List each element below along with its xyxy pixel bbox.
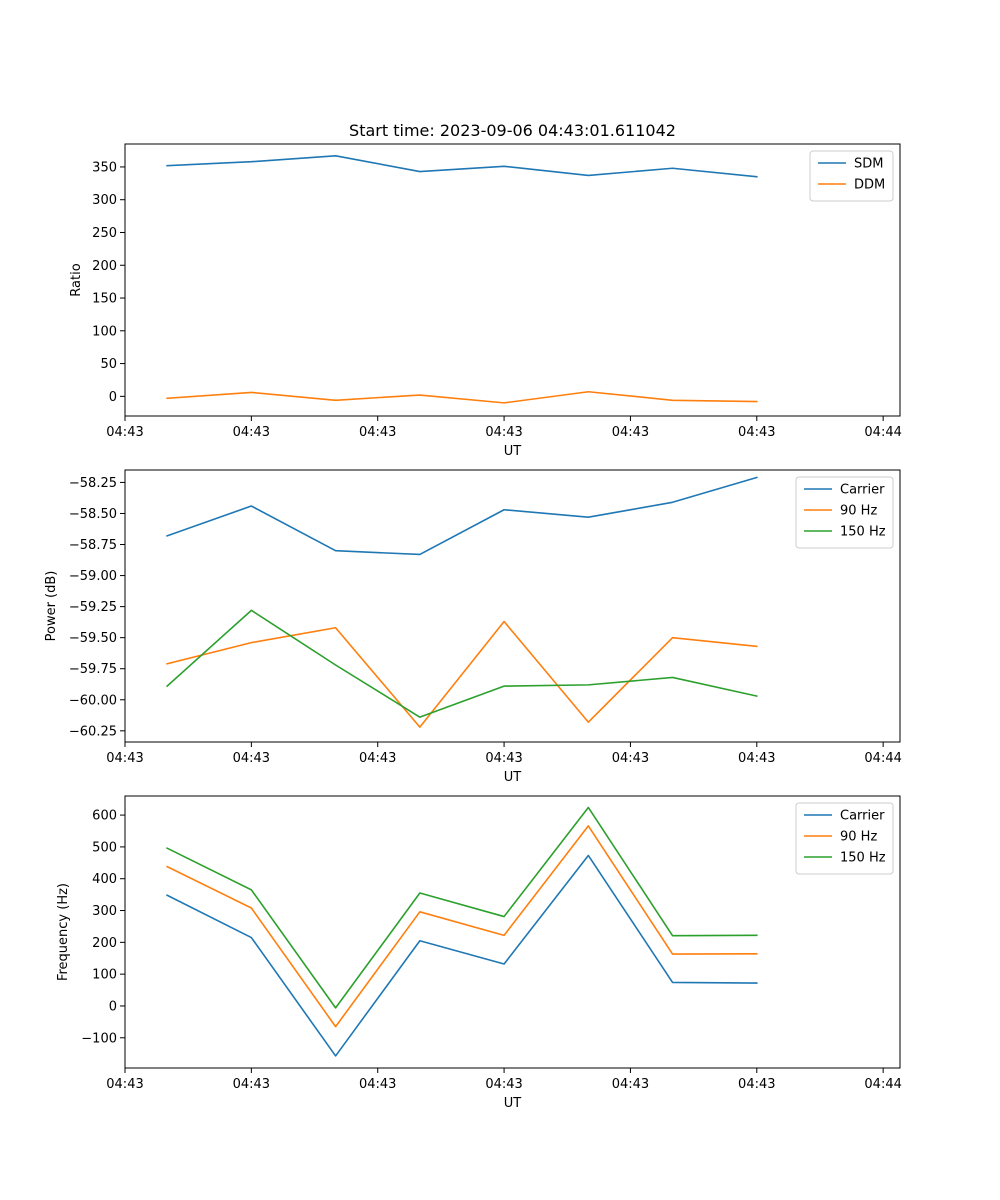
y-tick-label: −100 bbox=[81, 1031, 117, 1046]
series-line-150-hz bbox=[166, 806, 758, 1009]
x-tick-label: 04:43 bbox=[359, 425, 396, 440]
legend-label: 90 Hz bbox=[840, 504, 877, 519]
chart-panel-1: 04:43 04:43 04:43 04:43 04:43 04:43 04:44 0 50 10… bbox=[69, 121, 902, 459]
y-tick-label: 300 bbox=[92, 193, 117, 208]
series-line-90-hz bbox=[166, 620, 758, 728]
x-tick-label: 04:44 bbox=[864, 1077, 901, 1092]
y-tick-label: 350 bbox=[92, 160, 117, 175]
x-axis-label: UT bbox=[504, 770, 522, 785]
x-tick-label: 04:43 bbox=[485, 751, 522, 766]
y-tick-label: −59.00 bbox=[69, 569, 117, 584]
legend-label: Carrier bbox=[840, 809, 885, 824]
x-tick-label: 04:43 bbox=[233, 425, 270, 440]
y-tick-label: −58.25 bbox=[69, 476, 117, 491]
y-tick-label: 250 bbox=[92, 226, 117, 241]
legend-label: 150 Hz bbox=[840, 525, 886, 540]
x-tick-label: 04:43 bbox=[233, 751, 270, 766]
x-tick-label: 04:43 bbox=[233, 1077, 270, 1092]
chart-panel-3: 04:43 04:43 04:43 04:43 04:43 04:43 04:44 −100 0… bbox=[56, 795, 902, 1111]
x-tick-label: 04:43 bbox=[612, 1077, 649, 1092]
y-tick-label: 150 bbox=[92, 292, 117, 307]
y-axis-label: Ratio bbox=[69, 263, 84, 296]
y-axis-label: Power (dB) bbox=[44, 571, 59, 642]
y-tick-label: 100 bbox=[92, 324, 117, 339]
y-tick-label: 400 bbox=[92, 872, 117, 887]
series-line-150-hz bbox=[165, 609, 758, 718]
x-tick-label: 04:43 bbox=[106, 425, 143, 440]
y-tick-label: −59.50 bbox=[69, 631, 117, 646]
series-line-carrier bbox=[166, 476, 758, 556]
y-tick-label: 200 bbox=[92, 259, 117, 274]
legend-label: Carrier bbox=[840, 483, 885, 498]
y-tick-label: 600 bbox=[92, 809, 117, 824]
axes-frame bbox=[124, 795, 901, 1069]
y-tick-label: 300 bbox=[92, 904, 117, 919]
x-axis-label: UT bbox=[504, 444, 522, 459]
legend-label: 150 Hz bbox=[840, 851, 886, 866]
y-tick-label: −58.50 bbox=[69, 507, 117, 522]
x-axis-label: UT bbox=[504, 1096, 522, 1111]
x-tick-label: 04:43 bbox=[738, 1077, 775, 1092]
x-tick-label: 04:44 bbox=[864, 425, 901, 440]
y-axis-label: Frequency (Hz) bbox=[56, 883, 71, 981]
x-tick-label: 04:43 bbox=[738, 425, 775, 440]
y-tick-label: 0 bbox=[109, 390, 117, 405]
y-tick-label: −58.75 bbox=[69, 538, 117, 553]
chart-title: Start time: 2023-09-06 04:43:01.611042 bbox=[349, 121, 676, 140]
y-tick-label: −59.25 bbox=[69, 600, 117, 615]
series-line-ddm bbox=[166, 390, 758, 404]
legend-label: SDM bbox=[854, 157, 883, 172]
series-line-90-hz bbox=[166, 825, 758, 1028]
x-tick-label: 04:44 bbox=[864, 751, 901, 766]
y-tick-label: 0 bbox=[109, 999, 117, 1014]
legend-label: 90 Hz bbox=[840, 830, 877, 845]
axes-frame bbox=[124, 143, 901, 417]
axes-frame bbox=[124, 469, 901, 743]
series-line-sdm bbox=[166, 155, 758, 178]
chart-panel-2: 04:43 04:43 04:43 04:43 04:43 04:43 04:44 −60.2… bbox=[44, 469, 902, 785]
y-tick-label: 100 bbox=[92, 968, 117, 983]
x-tick-label: 04:43 bbox=[612, 751, 649, 766]
x-tick-label: 04:43 bbox=[359, 1077, 396, 1092]
x-tick-label: 04:43 bbox=[738, 751, 775, 766]
x-tick-label: 04:43 bbox=[106, 751, 143, 766]
x-tick-label: 04:43 bbox=[106, 1077, 143, 1092]
y-tick-label: 200 bbox=[92, 936, 117, 951]
y-tick-label: −60.00 bbox=[69, 693, 117, 708]
y-tick-label: 500 bbox=[92, 840, 117, 855]
y-tick-label: −59.75 bbox=[69, 662, 117, 677]
x-tick-label: 04:43 bbox=[359, 751, 396, 766]
x-tick-label: 04:43 bbox=[485, 425, 522, 440]
legend-label: DDM bbox=[854, 178, 885, 193]
x-tick-label: 04:43 bbox=[612, 425, 649, 440]
x-tick-label: 04:43 bbox=[485, 1077, 522, 1092]
y-tick-label: 50 bbox=[100, 357, 117, 372]
y-tick-label: −60.25 bbox=[69, 724, 117, 739]
series-line-carrier bbox=[166, 854, 758, 1057]
